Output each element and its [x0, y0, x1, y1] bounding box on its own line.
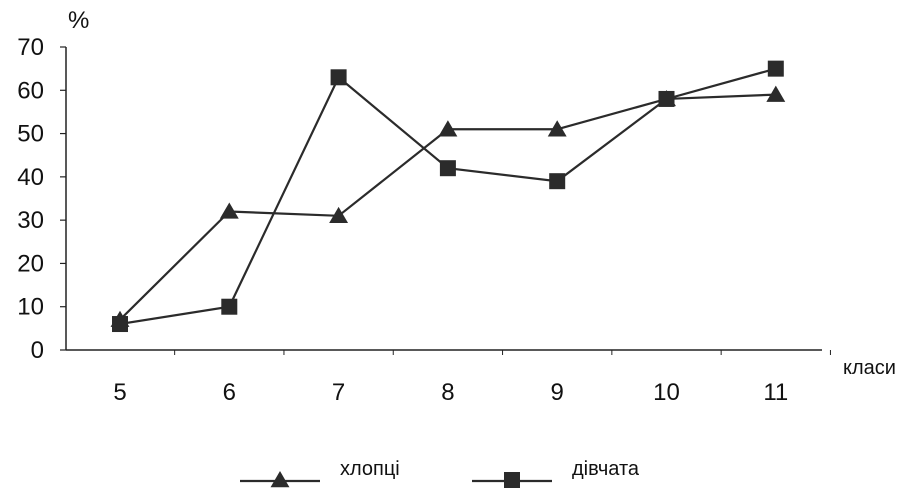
y-unit-label: %: [68, 7, 89, 34]
series-2: [112, 60, 784, 333]
y-tick-label: 70: [17, 34, 44, 61]
legend-marker: [504, 472, 520, 488]
y-tick-label: 10: [17, 294, 44, 321]
data-point: [330, 69, 347, 86]
series-layer: [110, 60, 786, 333]
data-point: [438, 120, 458, 137]
chart-axes: [65, 47, 822, 351]
y-tick-label: 0: [31, 337, 44, 364]
x-unit-label: класи: [843, 357, 896, 379]
data-point: [549, 173, 566, 190]
y-tick-label: 40: [17, 164, 44, 191]
data-point: [219, 202, 239, 219]
x-tick-label: 9: [551, 379, 564, 406]
data-point: [547, 120, 567, 137]
y-tick-label: 50: [17, 121, 44, 148]
x-tick-label: 11: [763, 379, 788, 406]
legend-item: хлопці: [240, 458, 400, 488]
x-tick-label: 5: [113, 379, 126, 406]
data-point: [439, 160, 456, 177]
data-point: [221, 298, 238, 315]
x-axis-ticks: 5 6 7 8 9 10 11: [113, 350, 831, 406]
series-1: [110, 85, 786, 327]
y-tick-label: 30: [17, 207, 44, 234]
legend-label: дівчата: [572, 458, 640, 480]
x-tick-label: 6: [223, 379, 236, 406]
series-line: [119, 67, 777, 326]
legend-item: дівчата: [472, 458, 640, 488]
data-point: [766, 85, 786, 102]
x-tick-label: 8: [441, 379, 454, 406]
legend-label: хлопці: [340, 458, 400, 480]
data-point: [658, 90, 675, 107]
y-axis-ticks: 0 10 20 30 40 50 60 70: [17, 34, 66, 364]
data-point: [767, 60, 784, 77]
x-tick-label: 10: [653, 379, 680, 406]
data-point: [329, 206, 349, 224]
legend: хлопці дівчата: [240, 458, 640, 488]
x-tick-label: 7: [332, 379, 345, 406]
y-tick-label: 20: [17, 250, 44, 277]
data-point: [112, 316, 128, 333]
y-tick-label: 60: [17, 77, 44, 104]
legend-marker: [270, 471, 290, 488]
